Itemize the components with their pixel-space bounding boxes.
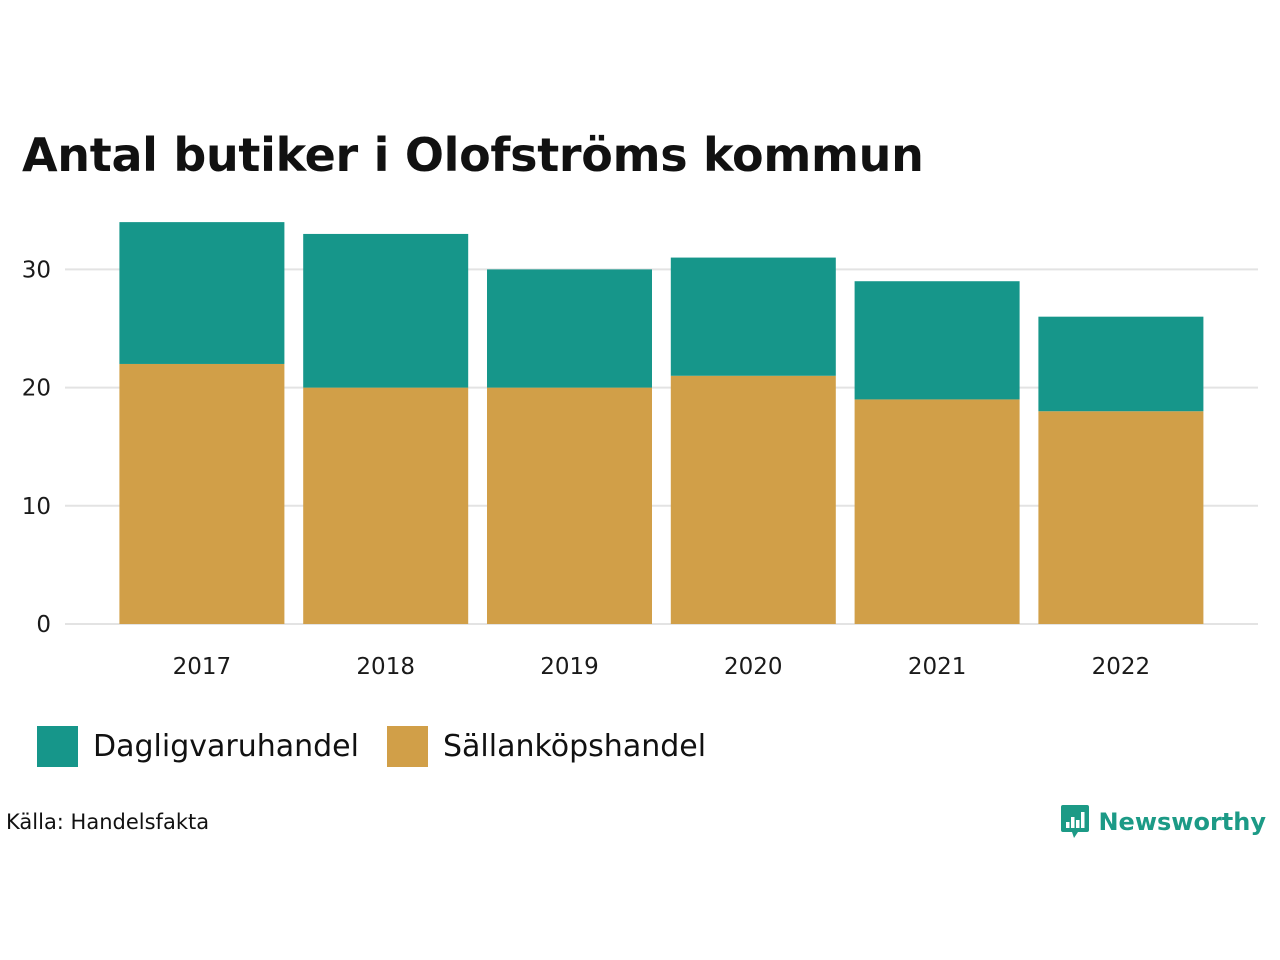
bar-sallankopshandel-2021[interactable] xyxy=(854,399,1020,624)
legend-swatch-sallankopshandel xyxy=(386,726,428,767)
bar-dagligvaruhandel-2018[interactable] xyxy=(303,233,469,388)
legend-label-sallankopshandel: Sällanköpshandel xyxy=(442,729,707,764)
y-tick-label-10: 10 xyxy=(22,494,51,520)
newsworthy-logo-icon xyxy=(1061,805,1090,838)
y-tick-label-20: 20 xyxy=(22,376,51,402)
bar-sallankopshandel-2017[interactable] xyxy=(119,363,285,624)
bars xyxy=(119,222,1204,624)
source-note: Källa: Handelsfakta xyxy=(6,810,210,834)
bar-dagligvaruhandel-2017[interactable] xyxy=(119,222,285,364)
x-tick-label-2019: 2019 xyxy=(540,654,599,680)
legend-item-dagligvaruhandel: Dagligvaruhandel xyxy=(37,726,359,767)
y-tick-label-30: 30 xyxy=(22,257,51,283)
chart-title: Antal butiker i Olofströms kommun xyxy=(22,128,924,182)
x-tick-label-2017: 2017 xyxy=(173,654,232,680)
brand-logo[interactable]: Newsworthy xyxy=(1060,804,1266,840)
legend-swatch-dagligvaruhandel xyxy=(37,726,78,767)
x-tick-label-2018: 2018 xyxy=(356,654,415,680)
bar-dagligvaruhandel-2019[interactable] xyxy=(487,269,652,388)
bar-sallankopshandel-2020[interactable] xyxy=(670,375,836,624)
x-tick-label-2020: 2020 xyxy=(724,654,783,680)
bar-dagligvaruhandel-2020[interactable] xyxy=(670,257,836,376)
legend-label-dagligvaruhandel: Dagligvaruhandel xyxy=(93,729,359,764)
bar-sallankopshandel-2019[interactable] xyxy=(487,387,652,624)
x-axis-tick-labels: 2017 2018 2019 2020 2021 2022 xyxy=(173,654,1151,680)
bar-dagligvaruhandel-2022[interactable] xyxy=(1038,316,1204,412)
y-tick-label-0: 0 xyxy=(36,612,51,638)
brand-name: Newsworthy xyxy=(1098,808,1266,836)
y-axis-tick-labels: 0 10 20 30 xyxy=(22,257,51,638)
legend: Dagligvaruhandel Sällanköpshandel xyxy=(37,726,734,767)
bar-dagligvaruhandel-2021[interactable] xyxy=(854,281,1020,400)
x-tick-label-2021: 2021 xyxy=(908,654,967,680)
x-tick-label-2022: 2022 xyxy=(1092,654,1151,680)
legend-item-sallankopshandel: Sällanköpshandel xyxy=(386,726,707,767)
bar-sallankopshandel-2022[interactable] xyxy=(1038,411,1204,624)
bar-sallankopshandel-2018[interactable] xyxy=(303,387,469,624)
